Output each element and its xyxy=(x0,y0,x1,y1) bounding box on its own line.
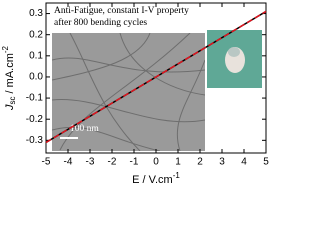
x-tick-label: -4 xyxy=(64,157,73,168)
x-tick-label: -3 xyxy=(86,157,95,168)
scale-label: 100 nm xyxy=(70,124,99,134)
x-tick-label: -5 xyxy=(42,157,51,168)
x-tick-label: 1 xyxy=(175,157,181,168)
x-tick-label: -1 xyxy=(130,157,139,168)
x-tick-label: -2 xyxy=(108,157,117,168)
inset-photo xyxy=(207,30,262,88)
y-tick-label: 0.2 xyxy=(29,29,43,40)
x-axis-label: E / V.cm-1 xyxy=(132,171,180,186)
data-line xyxy=(45,10,267,144)
y-tick-label: -0.2 xyxy=(26,114,44,125)
x-tick-label: 5 xyxy=(263,157,269,168)
annotation: Anti-Fatigue, constant I-V property xyxy=(54,6,189,16)
x-tick-label: 3 xyxy=(219,157,225,168)
y-tick-label: 0.3 xyxy=(29,8,43,19)
x-tick-label: 0 xyxy=(153,157,159,168)
y-tick-label: 0.0 xyxy=(29,72,43,83)
chart: Anti-Fatigue, constant I-V property afte… xyxy=(1,2,269,186)
y-tick-label: 0.1 xyxy=(29,50,43,61)
y-tick-label: -0.3 xyxy=(26,135,44,146)
y-axis-label: Jsc / mA.cm-2 xyxy=(1,45,17,111)
x-tick-label: 4 xyxy=(241,157,247,168)
x-tick-label: 2 xyxy=(197,157,203,168)
annotation: after 800 bending cycles xyxy=(54,17,147,28)
y-tick-label: -0.1 xyxy=(26,93,44,104)
inset-micrograph xyxy=(52,33,205,151)
